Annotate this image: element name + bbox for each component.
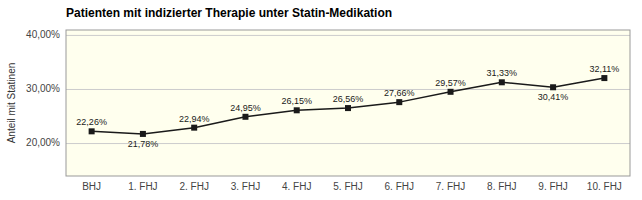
data-point <box>499 79 505 85</box>
x-tick-label: 3. FHJ <box>231 181 260 192</box>
data-point <box>191 125 197 131</box>
data-label: 29,57% <box>435 78 466 88</box>
y-tick-label: 30,00% <box>26 83 60 94</box>
data-point <box>396 99 402 105</box>
data-label: 27,66% <box>384 88 415 98</box>
x-tick-label: 1. FHJ <box>128 181 157 192</box>
data-label: 30,41% <box>538 92 569 102</box>
plot-frame <box>66 30 630 176</box>
data-point <box>345 105 351 111</box>
data-point <box>89 128 95 134</box>
x-tick-label: 4. FHJ <box>282 181 311 192</box>
data-label: 22,94% <box>179 114 210 124</box>
chart-svg: 20,00% 30,00% 40,00% BHJ 1. FHJ 2. FHJ 3. FHJ 4… <box>0 0 642 200</box>
x-tick-label: 5. FHJ <box>333 181 362 192</box>
x-tick-label: 7. FHJ <box>436 181 465 192</box>
data-label: 32,11% <box>589 64 619 74</box>
data-label: 26,56% <box>333 94 364 104</box>
data-label: 21,78% <box>128 139 159 149</box>
x-tick-label: 8. FHJ <box>487 181 516 192</box>
data-label: 26,15% <box>281 96 312 106</box>
x-tick-label: BHJ <box>82 181 101 192</box>
data-label: 31,33% <box>487 68 518 78</box>
data-line <box>92 78 605 134</box>
data-point <box>140 131 146 137</box>
y-axis-label: Anteil mit Statinen <box>6 63 17 144</box>
data-label: 22,26% <box>76 117 107 127</box>
y-tick-label: 40,00% <box>26 29 60 40</box>
chart-container: 20,00% 30,00% 40,00% BHJ 1. FHJ 2. FHJ 3. FHJ 4… <box>0 0 642 200</box>
data-point <box>601 75 607 81</box>
data-point <box>294 107 300 113</box>
data-point <box>550 84 556 90</box>
grid-line <box>66 89 630 90</box>
grid-line <box>66 35 630 36</box>
x-tick-label: 9. FHJ <box>538 181 567 192</box>
x-tick-label: 2. FHJ <box>179 181 208 192</box>
chart-title: Patienten mit indizierter Therapie unter… <box>66 6 392 20</box>
data-label: 24,95% <box>230 103 261 113</box>
x-tick-label: 10. FHJ <box>587 181 622 192</box>
data-point <box>242 114 248 120</box>
x-tick-label: 6. FHJ <box>385 181 414 192</box>
y-tick-label: 20,00% <box>26 137 60 148</box>
plot-marks <box>89 75 608 137</box>
data-point <box>448 89 454 95</box>
plot-background <box>66 30 630 176</box>
